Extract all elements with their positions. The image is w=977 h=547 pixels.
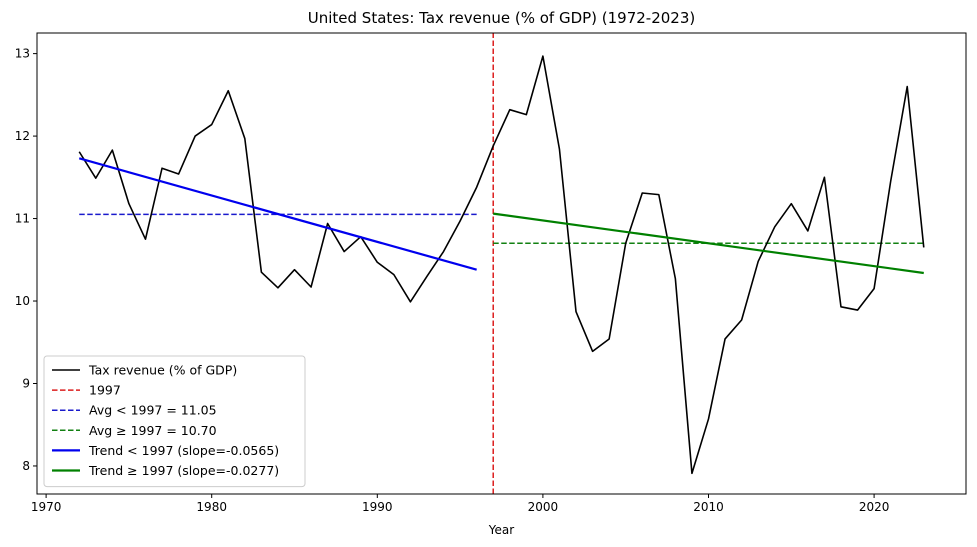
x-axis: 1970 1980 1990 2000 2010 2020: [31, 494, 890, 514]
y-tick-label: 9: [22, 376, 30, 390]
x-tick-label: 2010: [693, 500, 724, 514]
legend-box: [43, 355, 306, 488]
y-axis: 8 9 10 11 12 13: [15, 47, 37, 473]
legend-label: Avg < 1997 = 11.05: [89, 403, 217, 418]
series-line-5: [493, 212, 924, 275]
y-tick-label: 10: [15, 294, 30, 308]
x-tick-label: 1970: [31, 500, 62, 514]
x-tick-label: 1980: [196, 500, 227, 514]
x-tick-label: 1990: [362, 500, 393, 514]
legend-label: Avg ≥ 1997 = 10.70: [89, 423, 217, 438]
series-line-4: [78, 157, 477, 271]
chart-title: United States: Tax revenue (% of GDP) (1…: [308, 9, 696, 27]
x-tick-label: 2020: [859, 500, 890, 514]
x-tick-label: 2000: [528, 500, 559, 514]
legend-label: Trend ≥ 1997 (slope=-0.0277): [88, 463, 279, 478]
legend-label: Trend < 1997 (slope=-0.0565): [88, 443, 279, 458]
legend-label: Tax revenue (% of GDP): [88, 363, 237, 378]
y-tick-label: 13: [15, 47, 30, 61]
legend: Tax revenue (% of GDP) 1997 Avg < 1997 = 1…: [43, 355, 306, 488]
legend-label: 1997: [89, 383, 121, 398]
plot-frame: [36, 32, 967, 495]
x-axis-label: Year: [488, 523, 514, 537]
y-tick-label: 11: [15, 212, 30, 226]
y-tick-label: 12: [15, 129, 30, 143]
y-tick-label: 8: [22, 459, 30, 473]
series-line-0: [78, 55, 925, 475]
